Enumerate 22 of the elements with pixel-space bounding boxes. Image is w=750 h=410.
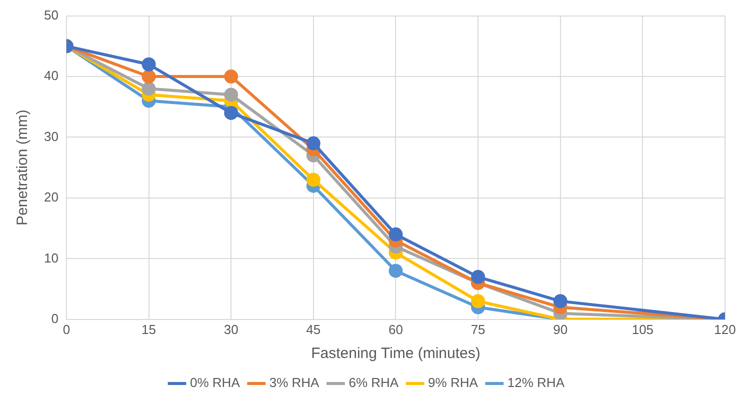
legend-label: 12% RHA xyxy=(507,375,565,390)
x-tick-label: 75 xyxy=(470,322,486,337)
x-tick-label: 120 xyxy=(714,322,736,337)
x-tick-label: 105 xyxy=(632,322,654,337)
legend-label: 6% RHA xyxy=(348,375,399,390)
x-tick-label: 30 xyxy=(224,322,238,337)
y-axis-title: Penetration (mm) xyxy=(14,110,32,226)
x-tick-label: 0 xyxy=(62,322,70,337)
x-axis-title: Fastening Time (minutes) xyxy=(311,345,480,362)
y-tick-label: 10 xyxy=(44,250,58,266)
y-tick-label: 40 xyxy=(44,68,58,84)
x-tick-label: 60 xyxy=(388,322,403,337)
y-tick-label: 0 xyxy=(51,310,58,326)
y-tick-label: 20 xyxy=(44,190,58,205)
legend-label: 9% RHA xyxy=(428,375,478,390)
legend-label: 0% RHA xyxy=(190,375,240,390)
x-tick-label: 90 xyxy=(553,322,568,337)
y-tick-label: 50 xyxy=(44,7,58,22)
y-tick-label: 30 xyxy=(44,128,58,144)
legend-label: 3% RHA xyxy=(269,375,320,390)
x-tick-label: 15 xyxy=(142,322,156,337)
x-tick-label: 45 xyxy=(306,322,321,337)
